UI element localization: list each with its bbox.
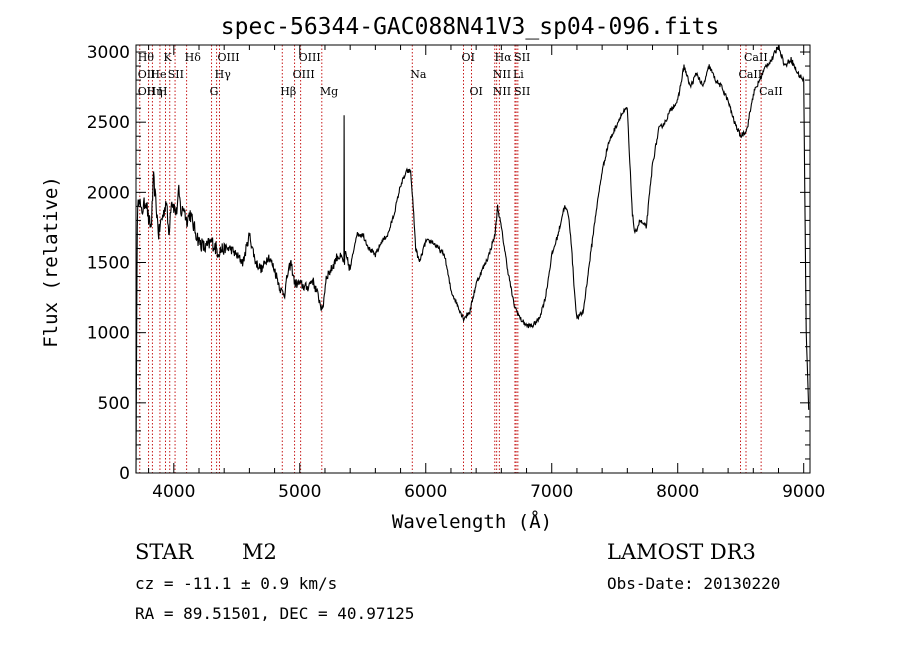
survey-name: LAMOST DR3: [607, 540, 756, 564]
line-label-0-1: OII: [138, 68, 156, 81]
x-tick-label-9000: 9000: [782, 482, 825, 502]
line-label-18-1: NII: [493, 68, 511, 81]
y-axis-label: Flux (relative): [40, 176, 62, 348]
y-tick-label-1000: 1000: [87, 324, 130, 344]
line-label-19-0: Hα: [495, 51, 513, 64]
x-tick-label-6000: 6000: [404, 482, 447, 502]
axis-ticks: [136, 45, 810, 474]
y-tick-label-2000: 2000: [87, 183, 130, 203]
line-label-5-1: SII: [168, 68, 184, 81]
line-label-13-0: OIII: [299, 51, 321, 64]
x-tick-label-4000: 4000: [152, 482, 195, 502]
line-label-18-2: NII: [493, 85, 511, 98]
line-label-11-2: Hβ: [280, 85, 296, 98]
line-label-22-0: SII: [514, 51, 530, 64]
line-label-12-1: OIII: [293, 68, 315, 81]
chart-title: spec-56344-GAC088N41V3_sp04-096.fits: [221, 14, 720, 40]
coordinates-text: RA = 89.51501, DEC = 40.97125: [135, 604, 415, 623]
observation-date: Obs-Date: 20130220: [607, 574, 781, 593]
line-label-14-2: Mg: [320, 85, 338, 98]
spectrum-line: [135, 44, 810, 474]
y-tick-label-2500: 2500: [87, 113, 130, 133]
spectral-line-labels: HθOIIOIIHηHeHKSIIHδGHγOIIIHβOIIIOIIIMgNa…: [138, 51, 783, 98]
line-label-25-0: CaII: [744, 51, 768, 64]
x-axis-label: Wavelength (Å): [392, 510, 552, 533]
spectral-line-markers: [139, 45, 762, 473]
line-label-9-1: Hγ: [215, 68, 232, 81]
line-label-16-0: OI: [462, 51, 475, 64]
line-label-3-2: H: [158, 85, 168, 98]
y-tick-label-500: 500: [98, 394, 130, 414]
line-label-26-2: CaII: [759, 85, 783, 98]
line-label-15-1: Na: [410, 68, 427, 81]
line-label-8-2: G: [210, 85, 219, 98]
line-label-24-1: CaII: [738, 68, 762, 81]
y-tick-label-0: 0: [119, 464, 130, 484]
line-label-10-0: OIII: [218, 51, 240, 64]
line-label-21-1: Li: [513, 68, 524, 81]
x-tick-label-7000: 7000: [530, 482, 573, 502]
line-label-22-2: SII: [514, 85, 530, 98]
axis-tick-labels: 4000 5000 6000 7000 8000 9000 0 500 1000 1500 2000…: [87, 43, 826, 502]
line-label-0-0: Hθ: [138, 51, 155, 64]
redshift-text: cz = -11.1 ± 0.9 km/s: [135, 574, 338, 593]
line-label-0-2: OII: [138, 85, 156, 98]
line-label-17-2: OI: [469, 85, 482, 98]
line-label-4-0: K: [163, 51, 172, 64]
line-label-1-2: Hη: [147, 85, 163, 98]
y-tick-label-3000: 3000: [87, 43, 130, 63]
object-class: STAR: [135, 540, 194, 564]
object-subclass: M2: [242, 540, 277, 564]
x-tick-label-8000: 8000: [656, 482, 699, 502]
line-label-2-1: He: [150, 68, 166, 81]
x-tick-label-5000: 5000: [278, 482, 321, 502]
plot-frame: [135, 44, 811, 474]
y-tick-label-1500: 1500: [87, 254, 130, 274]
line-label-7-0: Hδ: [185, 51, 202, 64]
